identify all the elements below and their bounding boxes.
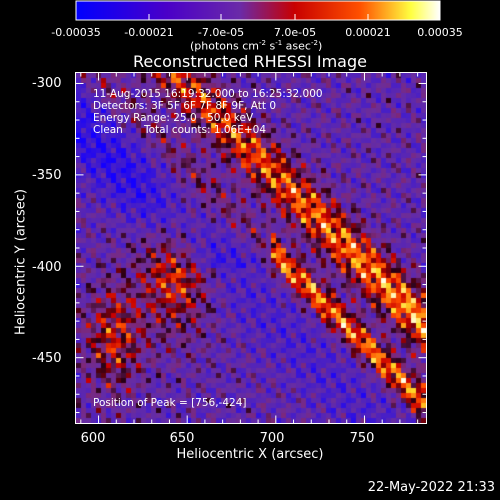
heatmap-image xyxy=(76,73,426,423)
colorbar xyxy=(75,0,441,21)
annotation-peak: Position of Peak = [756,-424] xyxy=(93,397,247,409)
y-tick-label: -350 xyxy=(32,168,62,183)
x-tick-label: 750 xyxy=(349,431,375,446)
annotation-energy: Energy Range: 25.0 - 50.0 keV xyxy=(93,112,254,124)
y-tick-label: -450 xyxy=(32,351,62,366)
y-tick-label: -400 xyxy=(32,260,62,275)
x-tick-label: 600 xyxy=(80,431,106,446)
annotation-clean: Clean xyxy=(93,124,123,136)
annotation-time: 11-Aug-2015 16:19:32.000 to 16:25:32.000 xyxy=(93,88,323,100)
x-tick-label: 650 xyxy=(169,431,195,446)
x-axis-label: Heliocentric X (arcsec) xyxy=(176,447,324,462)
colorbar-tick-label: 7.0e-05 xyxy=(273,26,317,39)
colorbar-tick-label: -0.00035 xyxy=(51,26,101,39)
colorbar-tick-label: 0.00035 xyxy=(417,26,463,39)
colorbar-tick-label: 0.00021 xyxy=(345,26,391,39)
colorbar-tick-label: -7.0e-05 xyxy=(197,26,245,39)
x-tick-label: 700 xyxy=(259,431,285,446)
chart-title: Reconstructed RHESSI Image xyxy=(133,52,367,71)
y-tick-label: -300 xyxy=(32,76,62,91)
y-axis-label: Heliocentric Y (arcsec) xyxy=(13,189,29,335)
footer-timestamp: 22-May-2022 21:33 xyxy=(367,480,495,495)
annotation-counts: Total counts: 1.06E+04 xyxy=(144,124,267,136)
colorbar-tick-label: -0.00021 xyxy=(124,26,174,39)
colorbar-unit-label: (photons cm-2 s-1 asec-2) xyxy=(190,39,323,53)
annotation-detectors: Detectors: 3F 5F 6F 7F 8F 9F, Att 0 xyxy=(93,100,277,112)
